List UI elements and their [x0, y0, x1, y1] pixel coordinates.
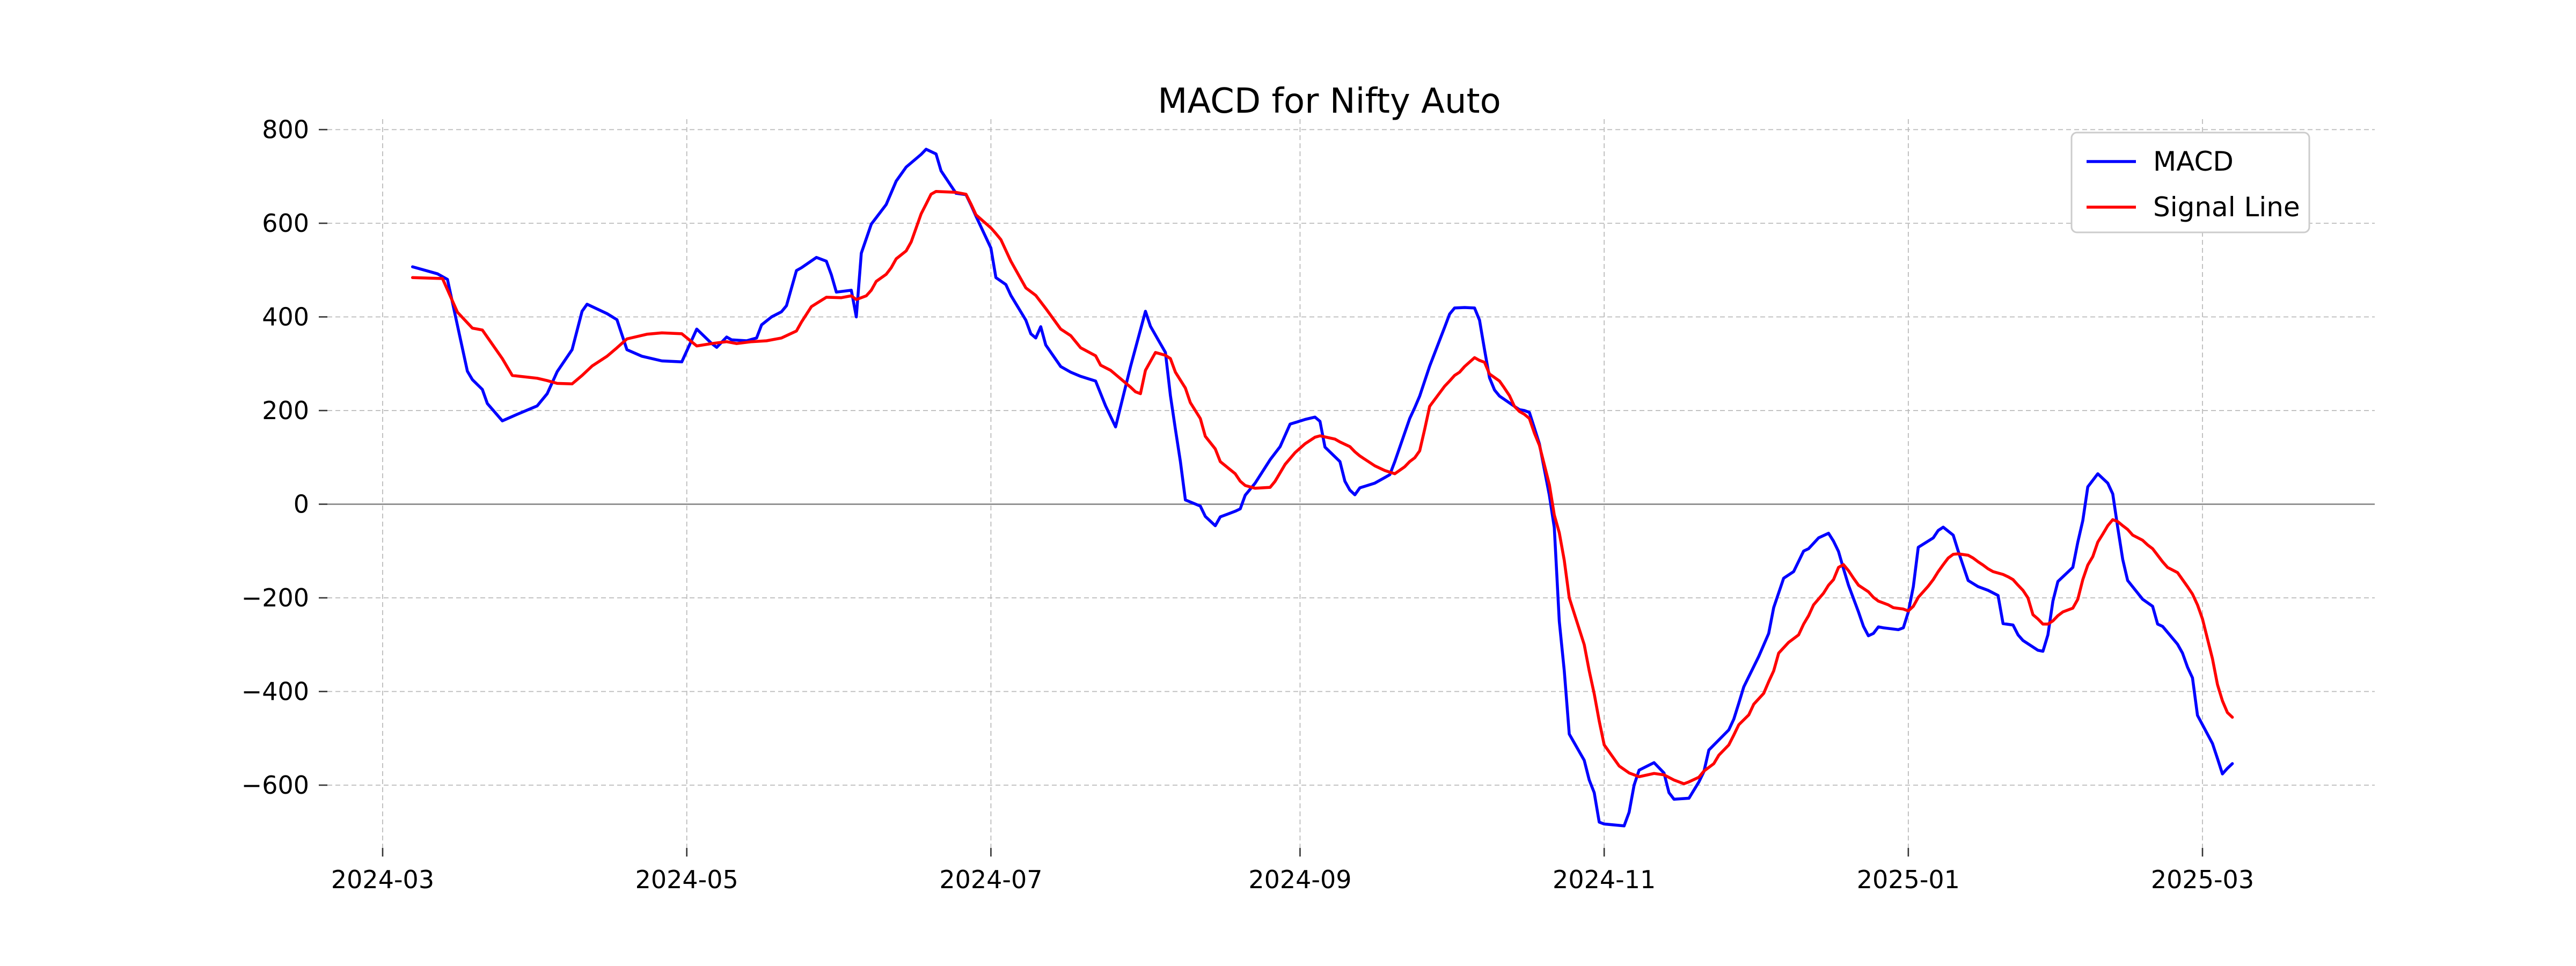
legend[interactable]: MACD Signal Line: [2070, 131, 2310, 233]
x-tick-label: 2024-09: [1248, 865, 1351, 894]
y-tick-label: 600: [262, 209, 309, 238]
tick-layer: 800 600 400 200 0 −200 −400 −600 2024-03 2024-05 2…: [241, 115, 2254, 895]
legend-item-macd[interactable]: MACD: [2087, 146, 2234, 177]
y-tick-label: −600: [241, 771, 309, 800]
x-tick-label: 2024-05: [635, 865, 738, 894]
x-tick-label: 2024-11: [1553, 865, 1656, 894]
y-tick-label: 400: [262, 303, 309, 332]
x-tick-label: 2025-03: [2151, 865, 2254, 894]
y-tick-label: −200: [241, 583, 309, 612]
legend-label-signal: Signal Line: [2153, 192, 2300, 223]
legend-label-macd: MACD: [2153, 146, 2234, 177]
y-tick-label: −400: [241, 677, 309, 706]
signal-line: [411, 189, 2234, 786]
series-layer: [411, 148, 2234, 828]
grid-layer: [327, 119, 2375, 848]
y-tick-label: 800: [262, 115, 309, 144]
x-tick-label: 2024-03: [331, 865, 434, 894]
x-tick-label: 2024-07: [939, 865, 1042, 894]
y-tick-label: 0: [294, 490, 309, 519]
y-tick-label: 200: [262, 396, 309, 425]
chart-title: MACD for Nifty Auto: [1158, 82, 1501, 121]
legend-item-signal[interactable]: Signal Line: [2087, 192, 2300, 223]
x-tick-label: 2025-01: [1857, 865, 1960, 894]
macd-line: [411, 148, 2234, 828]
